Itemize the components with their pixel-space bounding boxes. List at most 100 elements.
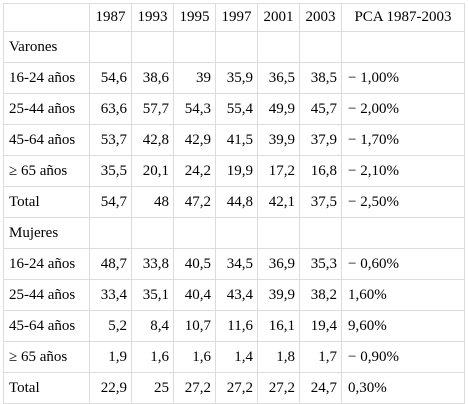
value-cell: 36,5 bbox=[257, 62, 300, 94]
value-cell: 54,6 bbox=[89, 62, 132, 94]
row-label: ≥ 65 años bbox=[3, 341, 90, 373]
table-row: ≥ 65 años 35,5 20,1 24,2 19,9 17,2 16,8− 2,10% bbox=[3, 155, 465, 187]
section-label: Mujeres bbox=[3, 217, 90, 249]
value-cell: 10,7 bbox=[173, 310, 216, 342]
value-cell: 19,9 bbox=[215, 155, 258, 187]
section-label: Varones bbox=[3, 31, 90, 63]
empty-cell bbox=[173, 217, 216, 249]
pca-cell: − 1,00% bbox=[341, 62, 465, 94]
empty-cell bbox=[173, 31, 216, 63]
value-cell: 24,7 bbox=[299, 372, 342, 404]
value-cell: 63,6 bbox=[89, 93, 132, 125]
empty-cell bbox=[341, 217, 465, 249]
value-cell: 40,5 bbox=[173, 248, 216, 280]
value-cell: 25 bbox=[131, 372, 174, 404]
table-row: 16-24 años 48,7 33,8 40,5 34,5 36,9 35,3− 0,60… bbox=[3, 248, 465, 280]
value-cell: 40,4 bbox=[173, 279, 216, 311]
value-cell: 16,8 bbox=[299, 155, 342, 187]
row-label: Total bbox=[3, 186, 90, 218]
table-row: 45-64 años 53,7 42,8 42,9 41,5 39,9 37,9− 1,70… bbox=[3, 124, 465, 156]
empty-cell bbox=[215, 31, 258, 63]
header-cell-1997: 1997 bbox=[215, 3, 258, 32]
row-label: ≥ 65 años bbox=[3, 155, 90, 187]
value-cell: 33,4 bbox=[89, 279, 132, 311]
table-body: 1987 1993 1995 1997 2001 2003 PCA 1987-2… bbox=[3, 3, 465, 404]
value-cell: 8,4 bbox=[131, 310, 174, 342]
empty-cell bbox=[341, 31, 465, 63]
empty-cell bbox=[89, 217, 132, 249]
value-cell: 1,9 bbox=[89, 341, 132, 373]
value-cell: 1,6 bbox=[131, 341, 174, 373]
value-cell: 35,1 bbox=[131, 279, 174, 311]
pca-cell: − 0,90% bbox=[341, 341, 465, 373]
value-cell: 35,9 bbox=[215, 62, 258, 94]
value-cell: 57,7 bbox=[131, 93, 174, 125]
value-cell: 24,2 bbox=[173, 155, 216, 187]
value-cell: 35,3 bbox=[299, 248, 342, 280]
pca-cell: − 0,60% bbox=[341, 248, 465, 280]
value-cell: 35,5 bbox=[89, 155, 132, 187]
value-cell: 54,3 bbox=[173, 93, 216, 125]
empty-cell bbox=[257, 217, 300, 249]
section-row: Varones bbox=[3, 31, 465, 63]
value-cell: 33,8 bbox=[131, 248, 174, 280]
empty-cell bbox=[89, 31, 132, 63]
value-cell: 11,6 bbox=[215, 310, 258, 342]
value-cell: 41,5 bbox=[215, 124, 258, 156]
pca-cell: − 2,10% bbox=[341, 155, 465, 187]
value-cell: 38,5 bbox=[299, 62, 342, 94]
row-label: 25-44 años bbox=[3, 279, 90, 311]
table-row: Total 22,9 25 27,2 27,2 27,2 24,7 0,30% bbox=[3, 372, 465, 404]
row-label: 16-24 años bbox=[3, 248, 90, 280]
value-cell: 42,1 bbox=[257, 186, 300, 218]
value-cell: 37,9 bbox=[299, 124, 342, 156]
value-cell: 48 bbox=[131, 186, 174, 218]
value-cell: 1,8 bbox=[257, 341, 300, 373]
pca-cell: 0,30% bbox=[341, 372, 465, 404]
pca-cell: − 2,50% bbox=[341, 186, 465, 218]
value-cell: 5,2 bbox=[89, 310, 132, 342]
pca-cell: − 1,70% bbox=[341, 124, 465, 156]
value-cell: 37,5 bbox=[299, 186, 342, 218]
value-cell: 20,1 bbox=[131, 155, 174, 187]
row-label: 45-64 años bbox=[3, 124, 90, 156]
empty-cell bbox=[299, 31, 342, 63]
pca-cell: − 2,00% bbox=[341, 93, 465, 125]
value-cell: 38,2 bbox=[299, 279, 342, 311]
value-cell: 36,9 bbox=[257, 248, 300, 280]
header-cell-2003: 2003 bbox=[299, 3, 342, 32]
value-cell: 22,9 bbox=[89, 372, 132, 404]
value-cell: 27,2 bbox=[173, 372, 216, 404]
header-cell-1995: 1995 bbox=[173, 3, 216, 32]
value-cell: 43,4 bbox=[215, 279, 258, 311]
value-cell: 27,2 bbox=[257, 372, 300, 404]
value-cell: 16,1 bbox=[257, 310, 300, 342]
table-row: Total 54,7 48 47,2 44,8 42,1 37,5− 2,50% bbox=[3, 186, 465, 218]
row-label: Total bbox=[3, 372, 90, 404]
pca-cell: 9,60% bbox=[341, 310, 465, 342]
row-label: 16-24 años bbox=[3, 62, 90, 94]
value-cell: 39 bbox=[173, 62, 216, 94]
value-cell: 19,4 bbox=[299, 310, 342, 342]
value-cell: 42,9 bbox=[173, 124, 216, 156]
row-label: 45-64 años bbox=[3, 310, 90, 342]
value-cell: 55,4 bbox=[215, 93, 258, 125]
value-cell: 38,6 bbox=[131, 62, 174, 94]
value-cell: 39,9 bbox=[257, 124, 300, 156]
data-table: 1987 1993 1995 1997 2001 2003 PCA 1987-2… bbox=[3, 3, 465, 404]
value-cell: 45,7 bbox=[299, 93, 342, 125]
table-row: 45-64 años 5,2 8,4 10,7 11,6 16,1 19,4 9,60% bbox=[3, 310, 465, 342]
value-cell: 34,5 bbox=[215, 248, 258, 280]
value-cell: 1,4 bbox=[215, 341, 258, 373]
value-cell: 42,8 bbox=[131, 124, 174, 156]
value-cell: 1,6 bbox=[173, 341, 216, 373]
value-cell: 49,9 bbox=[257, 93, 300, 125]
table-row: ≥ 65 años 1,9 1,6 1,6 1,4 1,8 1,7− 0,90% bbox=[3, 341, 465, 373]
row-label: 25-44 años bbox=[3, 93, 90, 125]
header-cell-empty bbox=[3, 3, 90, 32]
empty-cell bbox=[257, 31, 300, 63]
table-row: 25-44 años 63,6 57,7 54,3 55,4 49,9 45,7− 2,00… bbox=[3, 93, 465, 125]
value-cell: 47,2 bbox=[173, 186, 216, 218]
value-cell: 17,2 bbox=[257, 155, 300, 187]
